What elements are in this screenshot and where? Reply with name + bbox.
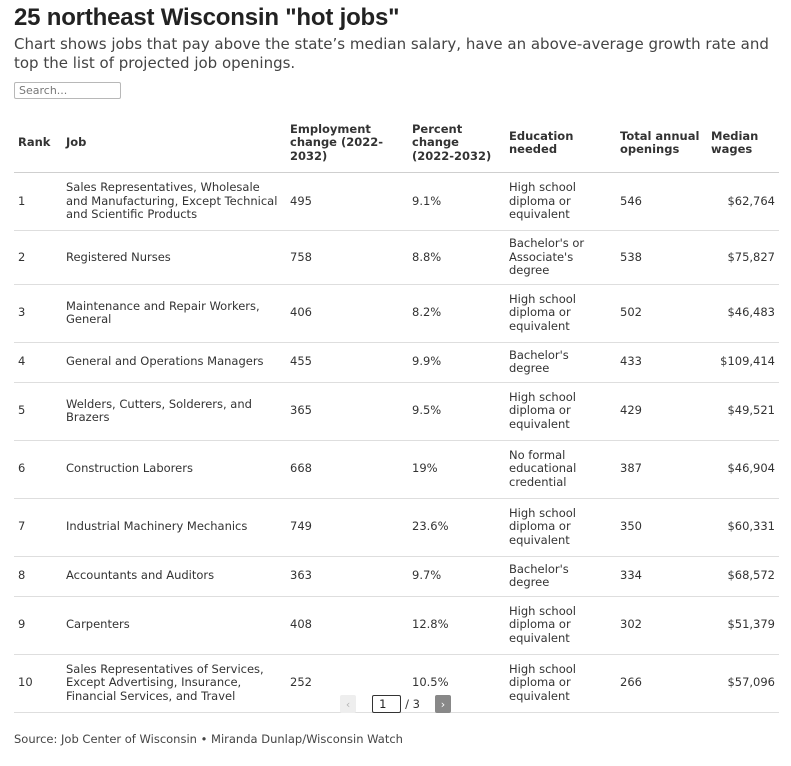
job-cell: Accountants and Auditors bbox=[62, 556, 286, 597]
job-cell: Construction Laborers bbox=[62, 440, 286, 499]
median-wage-cell: $62,764 bbox=[707, 172, 779, 231]
percent-change-cell: 9.5% bbox=[408, 382, 505, 441]
table-body: 1 Sales Representatives, Wholesale and Ma… bbox=[14, 172, 779, 713]
employment-change-cell: 406 bbox=[286, 284, 408, 343]
job-cell: Maintenance and Repair Workers, General bbox=[62, 284, 286, 343]
search-input[interactable] bbox=[14, 82, 121, 99]
rank-cell: 9 bbox=[14, 596, 62, 655]
column-header-openings[interactable]: Total annual openings bbox=[616, 114, 707, 173]
median-wage-cell: $46,904 bbox=[707, 440, 779, 499]
percent-change-cell: 8.2% bbox=[408, 284, 505, 343]
openings-cell: 266 bbox=[616, 654, 707, 713]
rank-cell: 7 bbox=[14, 498, 62, 557]
median-wage-cell: $49,521 bbox=[707, 382, 779, 441]
table-row: 9 Carpenters 408 12.8% High school diploma o… bbox=[14, 596, 779, 655]
employment-change-cell: 408 bbox=[286, 596, 408, 655]
median-wage-cell: $68,572 bbox=[707, 556, 779, 597]
column-header-rank[interactable]: Rank bbox=[14, 114, 62, 173]
table-header-row: Rank Job Employment change (2022-2032) P… bbox=[14, 114, 779, 173]
employment-change-cell: 758 bbox=[286, 230, 408, 285]
education-cell: Bachelor's or Associate's degree bbox=[505, 230, 616, 285]
job-cell: Registered Nurses bbox=[62, 230, 286, 285]
table-row: 8 Accountants and Auditors 363 9.7% Bachelor… bbox=[14, 556, 779, 597]
rank-cell: 8 bbox=[14, 556, 62, 597]
median-wage-cell: $75,827 bbox=[707, 230, 779, 285]
education-cell: High school diploma or equivalent bbox=[505, 654, 616, 713]
percent-change-cell: 10.5% bbox=[408, 654, 505, 713]
rank-cell: 1 bbox=[14, 172, 62, 231]
page-number-input[interactable] bbox=[372, 695, 402, 713]
employment-change-cell: 749 bbox=[286, 498, 408, 557]
median-wage-cell: $57,096 bbox=[707, 654, 779, 713]
rank-cell: 6 bbox=[14, 440, 62, 499]
median-wage-cell: $46,483 bbox=[707, 284, 779, 343]
education-cell: Bachelor's degree bbox=[505, 556, 616, 597]
openings-cell: 502 bbox=[616, 284, 707, 343]
column-header-education[interactable]: Education needed bbox=[505, 114, 616, 173]
job-cell: Welders, Cutters, Solderers, and Brazers bbox=[62, 382, 286, 441]
median-wage-cell: $109,414 bbox=[707, 342, 779, 383]
openings-cell: 387 bbox=[616, 440, 707, 499]
percent-change-cell: 9.7% bbox=[408, 556, 505, 597]
previous-page-button[interactable]: ‹ bbox=[340, 695, 357, 713]
table-row: 6 Construction Laborers 668 19% No formal ed… bbox=[14, 440, 779, 499]
chart-subtitle: Chart shows jobs that pay above the stat… bbox=[14, 35, 769, 72]
percent-change-cell: 19% bbox=[408, 440, 505, 499]
openings-cell: 302 bbox=[616, 596, 707, 655]
column-header-employment-change[interactable]: Employment change (2022-2032) bbox=[286, 114, 408, 173]
percent-change-cell: 9.1% bbox=[408, 172, 505, 231]
education-cell: High school diploma or equivalent bbox=[505, 382, 616, 441]
openings-cell: 546 bbox=[616, 172, 707, 231]
table-row: 3 Maintenance and Repair Workers, General… bbox=[14, 284, 779, 343]
education-cell: High school diploma or equivalent bbox=[505, 172, 616, 231]
table-row: 1 Sales Representatives, Wholesale and Ma… bbox=[14, 172, 779, 231]
table-row: 7 Industrial Machinery Mechanics 749 23.6% H… bbox=[14, 498, 779, 557]
rank-cell: 10 bbox=[14, 654, 62, 713]
openings-cell: 334 bbox=[616, 556, 707, 597]
median-wage-cell: $51,379 bbox=[707, 596, 779, 655]
rank-cell: 3 bbox=[14, 284, 62, 343]
job-cell: Industrial Machinery Mechanics bbox=[62, 498, 286, 557]
pagination: ‹ / 3 › bbox=[0, 695, 791, 713]
job-cell: Sales Representatives, Wholesale and Man… bbox=[62, 172, 286, 231]
rank-cell: 5 bbox=[14, 382, 62, 441]
openings-cell: 429 bbox=[616, 382, 707, 441]
table-row: 10 Sales Representatives of Services, Exc… bbox=[14, 654, 779, 713]
education-cell: High school diploma or equivalent bbox=[505, 498, 616, 557]
chart-title: 25 northeast Wisconsin "hot jobs" bbox=[14, 4, 400, 31]
percent-change-cell: 8.8% bbox=[408, 230, 505, 285]
table-row: 2 Registered Nurses 758 8.8% Bachelor's or A… bbox=[14, 230, 779, 285]
employment-change-cell: 363 bbox=[286, 556, 408, 597]
source-note: Source: Job Center of Wisconsin • Mirand… bbox=[14, 732, 403, 746]
percent-change-cell: 12.8% bbox=[408, 596, 505, 655]
rank-cell: 2 bbox=[14, 230, 62, 285]
job-cell: Carpenters bbox=[62, 596, 286, 655]
table-row: 4 General and Operations Managers 455 9.9% B… bbox=[14, 342, 779, 383]
employment-change-cell: 495 bbox=[286, 172, 408, 231]
openings-cell: 433 bbox=[616, 342, 707, 383]
median-wage-cell: $60,331 bbox=[707, 498, 779, 557]
percent-change-cell: 23.6% bbox=[408, 498, 505, 557]
education-cell: Bachelor's degree bbox=[505, 342, 616, 383]
job-cell: General and Operations Managers bbox=[62, 342, 286, 383]
rank-cell: 4 bbox=[14, 342, 62, 383]
employment-change-cell: 365 bbox=[286, 382, 408, 441]
column-header-percent-change[interactable]: Percent change (2022-2032) bbox=[408, 114, 505, 173]
openings-cell: 538 bbox=[616, 230, 707, 285]
column-header-job[interactable]: Job bbox=[62, 114, 286, 173]
table-row: 5 Welders, Cutters, Solderers, and Brazer… bbox=[14, 382, 779, 441]
page-total-label: / 3 bbox=[405, 697, 420, 711]
education-cell: No formal educational credential bbox=[505, 440, 616, 499]
percent-change-cell: 9.9% bbox=[408, 342, 505, 383]
employment-change-cell: 668 bbox=[286, 440, 408, 499]
job-cell: Sales Representatives of Services, Excep… bbox=[62, 654, 286, 713]
employment-change-cell: 455 bbox=[286, 342, 408, 383]
next-page-button[interactable]: › bbox=[434, 695, 451, 713]
education-cell: High school diploma or equivalent bbox=[505, 284, 616, 343]
openings-cell: 350 bbox=[616, 498, 707, 557]
education-cell: High school diploma or equivalent bbox=[505, 596, 616, 655]
column-header-median-wages[interactable]: Median wages bbox=[707, 114, 779, 173]
jobs-table: Rank Job Employment change (2022-2032) P… bbox=[14, 114, 779, 713]
